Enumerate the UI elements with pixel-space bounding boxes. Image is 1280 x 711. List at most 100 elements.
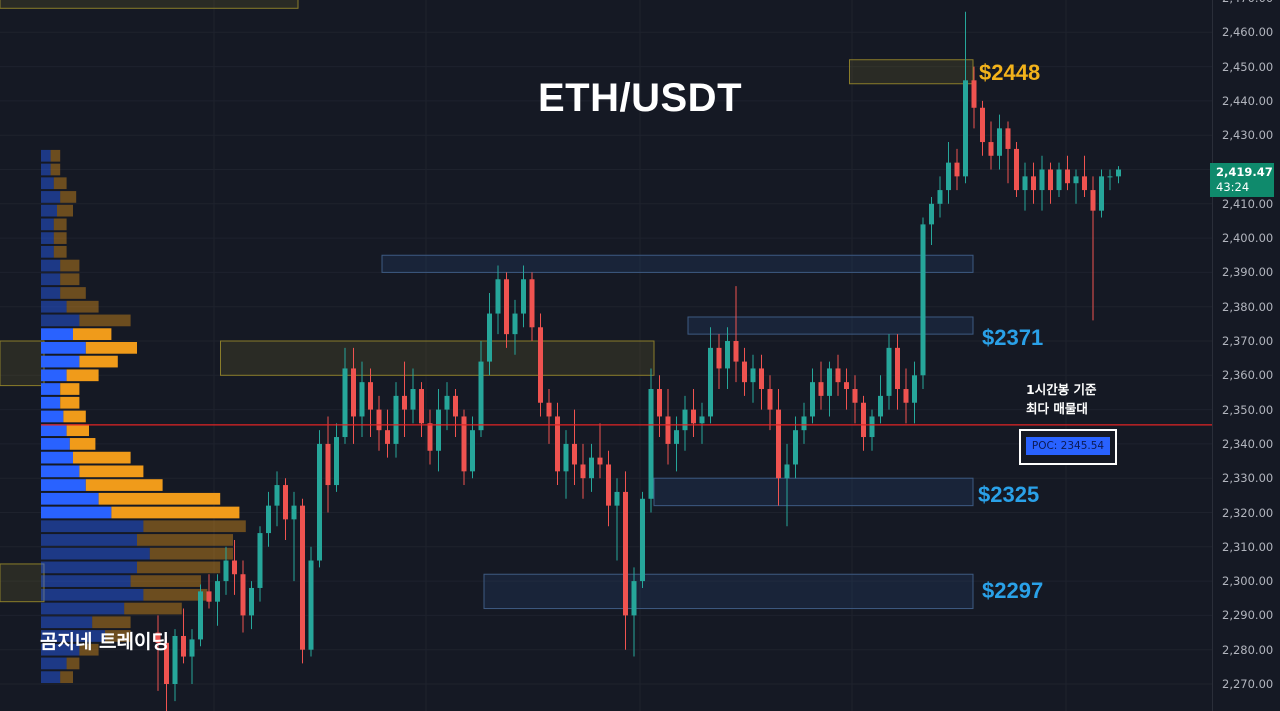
level-label-2371: $2371 (982, 324, 1044, 350)
zone-box (483, 573, 974, 610)
candle-body (861, 402, 866, 438)
vp-sell-bar (50, 163, 61, 176)
candle-body (801, 416, 807, 431)
y-tick-label: 2,320.00 (1222, 505, 1274, 520)
vp-buy-bar (41, 575, 131, 587)
y-tick-label: 2,380.00 (1222, 299, 1274, 314)
candle-body (410, 389, 416, 410)
candle-body (342, 368, 348, 438)
y-tick-label: 2,330.00 (1222, 471, 1274, 486)
vp-buy-bar (41, 204, 57, 217)
vp-buy-bar (41, 245, 54, 258)
candle-body (691, 409, 696, 424)
vp-sell-bar (143, 588, 208, 601)
level-label-2297: $2297 (982, 578, 1044, 604)
candle-body (580, 464, 586, 479)
vp-sell-bar (137, 534, 233, 546)
vp-buy-bar (41, 630, 105, 642)
vp-buy-bar (41, 177, 54, 190)
zone-box (0, 340, 45, 387)
candle-body (351, 368, 356, 417)
candle-body (529, 279, 535, 328)
candle-body (300, 505, 305, 650)
vp-sell-bar (66, 657, 80, 670)
candle-body (767, 389, 773, 410)
vp-sell-bar (73, 328, 112, 340)
vp-buy-bar (41, 273, 61, 286)
candle-body (903, 389, 909, 403)
candle-body (257, 533, 263, 588)
candle-body (444, 395, 450, 410)
vp-sell-bar (105, 630, 131, 642)
vp-sell-bar (69, 438, 96, 450)
y-tick-label: 2,450.00 (1222, 59, 1274, 74)
vp-buy-bar (41, 657, 67, 670)
vp-buy-bar (41, 287, 61, 299)
vp-sell-bar (85, 342, 137, 354)
candle-body (793, 430, 798, 465)
vp-buy-bar (41, 369, 67, 382)
current-price-value: 2,419.47 (1216, 165, 1273, 179)
poc-line-group (41, 170, 1280, 426)
vp-buy-bar (41, 396, 61, 409)
candle-body (716, 347, 722, 369)
candle-body (708, 347, 713, 417)
vp-sell-bar (53, 177, 67, 190)
candle-body (495, 279, 501, 314)
candle-body (869, 416, 875, 438)
vp-buy-bar (41, 232, 54, 244)
candle-body (614, 491, 620, 506)
vp-sell-bar (73, 451, 131, 464)
candle-body (725, 341, 730, 369)
vp-buy-bar (41, 616, 93, 629)
vp-sell-bar (60, 396, 80, 409)
y-tick-label: 2,290.00 (1222, 608, 1274, 623)
zone-box (381, 254, 974, 273)
candle-body (198, 591, 203, 640)
candle-body (988, 142, 994, 156)
vp-buy-bar (41, 149, 51, 162)
candle-body (674, 430, 679, 444)
y-tick-label: 2,370.00 (1222, 334, 1274, 348)
candle-body (436, 409, 441, 451)
candle-body (189, 639, 195, 657)
candle-body (946, 162, 951, 191)
candle-body (461, 416, 467, 472)
supply-demand-zones (0, 0, 974, 610)
y-tick-label: 2,310.00 (1222, 539, 1274, 554)
candle-body (504, 279, 509, 335)
vp-buy-bar (41, 259, 61, 272)
vp-buy-bar (41, 534, 137, 546)
y-tick-label: 2,340.00 (1222, 436, 1274, 451)
vp-sell-bar (79, 465, 144, 478)
vp-buy-bar (41, 383, 61, 395)
candle-body (1099, 176, 1104, 211)
zone-box (687, 316, 974, 335)
candle-body (1014, 148, 1019, 191)
vp-buy-bar (41, 643, 80, 656)
y-tick-label: 2,430.00 (1222, 128, 1274, 143)
candle-body (1039, 169, 1045, 191)
candle-body (606, 464, 611, 506)
candle-body (810, 382, 815, 417)
vp-sell-bar (66, 424, 89, 437)
zone-box (653, 477, 974, 507)
candle-body (920, 224, 926, 376)
vp-sell-bar (130, 575, 201, 587)
y-tick-label: 2,270.00 (1222, 677, 1274, 691)
vp-sell-bar (60, 259, 80, 272)
vp-sell-bar (124, 602, 182, 615)
vp-sell-bar (98, 492, 221, 505)
zone-box (0, 0, 299, 9)
vp-buy-bar (41, 602, 125, 615)
vp-buy-bar (41, 300, 67, 313)
vp-sell-bar (60, 191, 77, 203)
candle-body (385, 430, 390, 444)
price-axis[interactable] (1212, 0, 1280, 711)
zone-box (220, 340, 655, 376)
candle-body (776, 409, 781, 479)
candle-body (980, 107, 985, 143)
candle-body (937, 190, 943, 204)
vp-sell-bar (111, 506, 240, 519)
